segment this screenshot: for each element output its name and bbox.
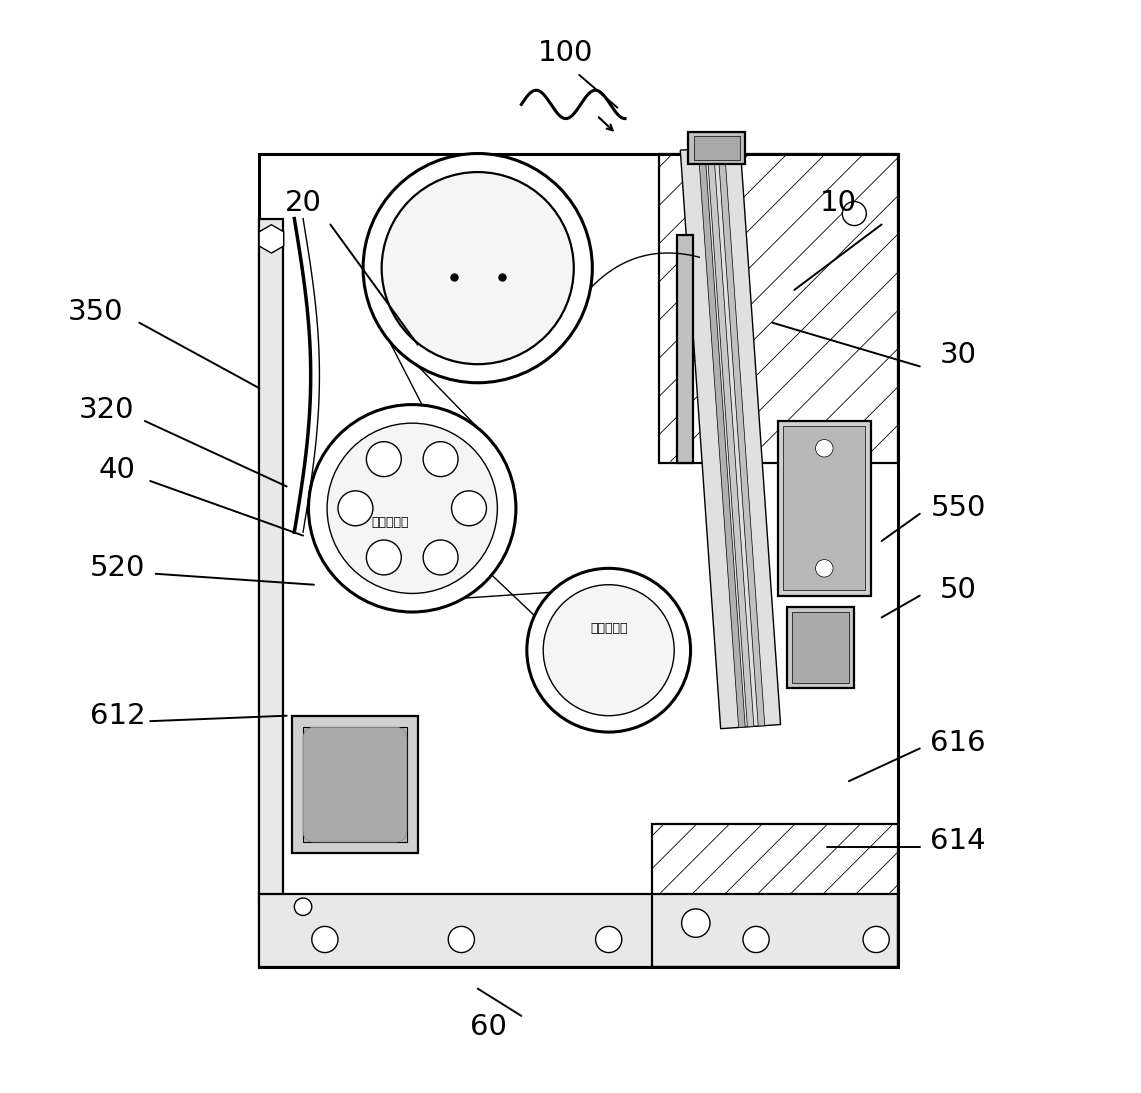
Bar	[304, 727, 406, 842]
Circle shape	[423, 442, 458, 477]
Text: 350: 350	[68, 297, 123, 326]
Circle shape	[543, 585, 674, 716]
Polygon shape	[707, 148, 754, 727]
Circle shape	[311, 927, 338, 953]
Text: 初级筛选盘: 初级筛选盘	[372, 516, 410, 529]
Text: 10: 10	[819, 189, 857, 216]
Polygon shape	[653, 824, 898, 967]
Circle shape	[366, 442, 402, 477]
Polygon shape	[259, 225, 284, 254]
Text: 520: 520	[90, 554, 145, 583]
Text: 550: 550	[930, 494, 986, 522]
Bar	[792, 612, 849, 683]
Circle shape	[294, 898, 311, 916]
Circle shape	[338, 491, 373, 526]
Circle shape	[816, 439, 833, 457]
Polygon shape	[658, 153, 898, 462]
Text: 30: 30	[939, 341, 977, 369]
Circle shape	[527, 568, 690, 732]
Bar	[259, 153, 898, 967]
Circle shape	[448, 927, 475, 953]
Text: 100: 100	[537, 39, 592, 67]
Bar	[784, 426, 865, 590]
Circle shape	[381, 172, 574, 364]
Text: 40: 40	[99, 456, 136, 484]
Circle shape	[366, 540, 402, 575]
Circle shape	[842, 201, 866, 225]
Text: 320: 320	[79, 396, 135, 424]
Circle shape	[452, 491, 486, 526]
Bar	[259, 219, 283, 902]
Polygon shape	[718, 148, 764, 726]
Circle shape	[308, 404, 516, 612]
Circle shape	[423, 540, 458, 575]
Circle shape	[816, 560, 833, 577]
Text: 616: 616	[930, 729, 986, 757]
Text: 612: 612	[90, 702, 145, 730]
Circle shape	[681, 909, 710, 938]
Bar	[292, 717, 418, 853]
Circle shape	[363, 153, 592, 383]
Text: 614: 614	[930, 827, 986, 855]
Bar	[259, 894, 898, 967]
Polygon shape	[688, 131, 745, 164]
Text: 二级筛选盘: 二级筛选盘	[590, 622, 628, 635]
Polygon shape	[786, 607, 855, 689]
Text: 50: 50	[939, 576, 977, 604]
Bar	[678, 235, 693, 462]
FancyBboxPatch shape	[304, 727, 406, 842]
Circle shape	[327, 423, 497, 593]
Text: 20: 20	[284, 189, 322, 216]
Polygon shape	[778, 421, 871, 596]
Polygon shape	[698, 149, 745, 728]
Text: 60: 60	[470, 1013, 507, 1041]
Circle shape	[863, 927, 889, 953]
Circle shape	[596, 927, 622, 953]
Polygon shape	[694, 136, 739, 160]
Circle shape	[743, 927, 769, 953]
Polygon shape	[680, 146, 780, 729]
